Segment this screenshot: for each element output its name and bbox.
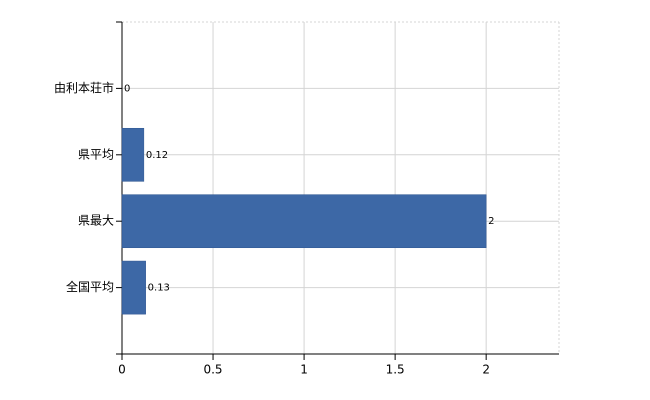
y-tick-label: 由利本荘市 <box>54 80 114 95</box>
y-tick-label: 県最大 <box>78 214 114 228</box>
value-label: 0.13 <box>148 283 170 294</box>
x-tick-label: 0.5 <box>203 363 222 377</box>
x-tick-label: 2 <box>482 363 490 377</box>
x-tick-label: 1 <box>300 363 308 377</box>
value-label: 2 <box>488 216 494 227</box>
value-label: 0.12 <box>146 150 168 161</box>
bar <box>121 194 487 249</box>
bar <box>121 260 146 315</box>
value-label: 0 <box>124 83 130 94</box>
y-tick-label: 県平均 <box>78 147 114 161</box>
y-tick-label: 全国平均 <box>66 279 114 294</box>
x-tick-label: 1.5 <box>386 363 405 377</box>
bar <box>121 127 145 182</box>
x-tick-label: 0 <box>118 363 126 377</box>
